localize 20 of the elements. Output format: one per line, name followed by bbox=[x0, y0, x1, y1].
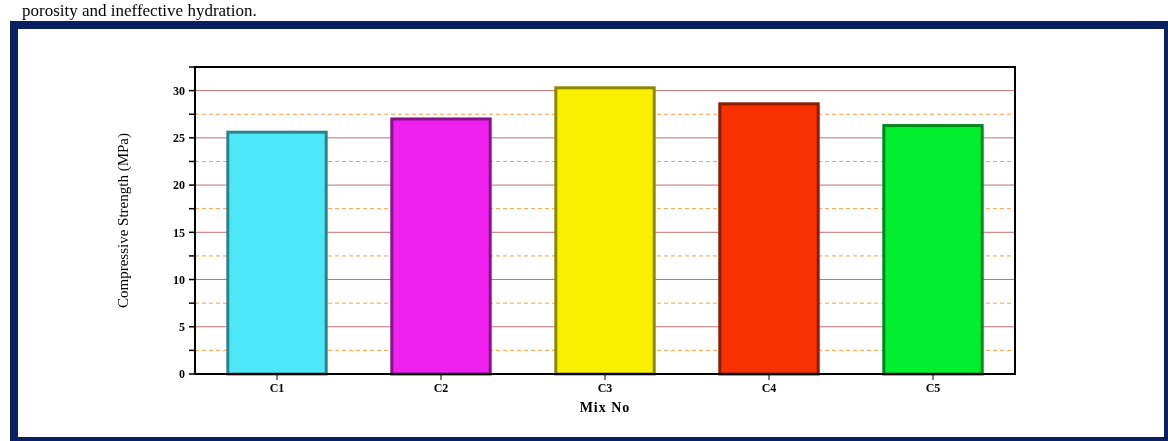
y-tick-label: 0 bbox=[179, 367, 185, 382]
x-tick-label: C2 bbox=[433, 381, 449, 395]
bar bbox=[554, 86, 656, 376]
bar bbox=[390, 117, 492, 376]
x-tick-label: C4 bbox=[761, 381, 777, 395]
x-tick-label: C1 bbox=[269, 381, 285, 395]
y-tick-label: 10 bbox=[173, 272, 185, 287]
bar bbox=[882, 124, 984, 376]
y-tick-label: 30 bbox=[173, 83, 185, 98]
x-axis-title: Mix No bbox=[579, 400, 631, 415]
y-axis-title: Compressive Strength (MPa) bbox=[115, 133, 132, 308]
x-tick-label: C5 bbox=[925, 381, 941, 395]
bar bbox=[226, 130, 328, 376]
text: porosity and ineffective hydration. bbox=[22, 1, 257, 20]
y-tick-label: 15 bbox=[173, 225, 185, 240]
y-tick-label: 20 bbox=[173, 178, 185, 193]
x-tick-label: C3 bbox=[597, 381, 613, 395]
y-tick-label: 5 bbox=[179, 319, 185, 334]
y-tick-label: 25 bbox=[173, 131, 185, 146]
bar bbox=[718, 102, 820, 376]
